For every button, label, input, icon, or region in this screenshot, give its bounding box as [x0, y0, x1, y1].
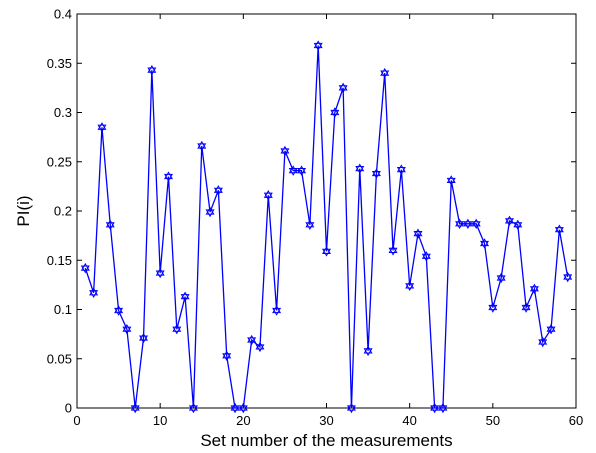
data-point	[255, 341, 265, 353]
data-point	[263, 190, 273, 201]
data-point	[114, 305, 124, 316]
series-markers	[80, 40, 573, 414]
data-point	[130, 402, 140, 414]
x-tick-label: 40	[402, 413, 416, 428]
data-point	[396, 164, 406, 175]
data-point	[180, 291, 190, 302]
data-point	[330, 107, 340, 118]
series-line	[84, 45, 569, 409]
data-point	[139, 332, 149, 344]
data-point	[272, 305, 282, 316]
y-tick-label: 0.3	[54, 105, 72, 120]
data-point	[338, 82, 348, 94]
data-point	[430, 402, 440, 414]
data-point	[529, 283, 539, 295]
data-point	[97, 122, 107, 133]
x-tick-label: 20	[236, 413, 250, 428]
data-point	[538, 336, 548, 348]
data-point	[288, 165, 298, 176]
data-point	[188, 402, 198, 414]
data-point	[421, 251, 431, 262]
y-tick-label: 0.1	[54, 302, 72, 317]
data-point	[105, 219, 115, 230]
data-point	[305, 219, 315, 230]
y-tick-label: 0.25	[47, 154, 72, 169]
data-point	[488, 302, 498, 313]
x-axis-label: Set number of the measurements	[200, 431, 452, 450]
data-point	[371, 168, 381, 179]
y-tick-label: 0	[65, 401, 72, 416]
data-point	[471, 218, 481, 229]
data-point	[480, 238, 490, 249]
data-point	[446, 175, 456, 186]
plot-area	[76, 13, 577, 409]
tick-labels: 0 10 20 30 40 50 60 0 0.05 0.1 0.15 0.2 0.25 0.3 0.35 0…	[47, 7, 584, 429]
data-point	[513, 219, 523, 230]
data-point	[413, 228, 423, 239]
y-axis-label: PI(i)	[14, 195, 33, 226]
x-tick-label: 0	[73, 413, 80, 428]
y-tick-label: 0.05	[47, 351, 72, 366]
data-point	[155, 267, 165, 279]
data-point	[163, 171, 173, 182]
data-point	[321, 246, 332, 257]
data-point	[521, 302, 531, 313]
x-tick-label: 60	[569, 413, 583, 428]
data-point	[388, 245, 398, 256]
data-point	[247, 334, 257, 346]
data-point	[563, 271, 573, 283]
data-point	[463, 218, 473, 229]
data-point	[230, 402, 240, 414]
data-point	[172, 324, 182, 335]
data-point	[122, 324, 132, 335]
x-tick-label: 10	[153, 413, 167, 428]
y-tick-label: 0.15	[47, 253, 72, 268]
y-tick-label: 0.2	[54, 204, 72, 219]
data-point	[313, 40, 323, 51]
y-tick-label: 0.4	[54, 7, 72, 22]
data-point	[546, 324, 556, 335]
data-point	[222, 350, 232, 362]
data-point	[297, 165, 307, 176]
data-point	[280, 145, 290, 157]
data-point	[238, 402, 248, 414]
x-tick-label: 30	[319, 413, 333, 428]
data-point	[363, 345, 373, 357]
data-point	[205, 206, 215, 218]
data-point	[89, 287, 99, 298]
data-point	[438, 402, 448, 414]
data-point	[380, 67, 390, 79]
data-point	[355, 163, 365, 174]
data-point	[496, 272, 506, 284]
y-tick-label: 0.35	[47, 56, 72, 71]
data-point	[455, 218, 465, 229]
data-point	[504, 215, 514, 227]
x-tick-label: 50	[486, 413, 500, 428]
data-point	[554, 224, 564, 235]
data-point	[346, 402, 356, 414]
data-point	[197, 140, 207, 152]
data-point	[405, 280, 415, 292]
axis-ticks	[76, 13, 577, 409]
data-point	[80, 262, 90, 274]
data-point	[213, 185, 223, 196]
data-point	[147, 64, 157, 76]
